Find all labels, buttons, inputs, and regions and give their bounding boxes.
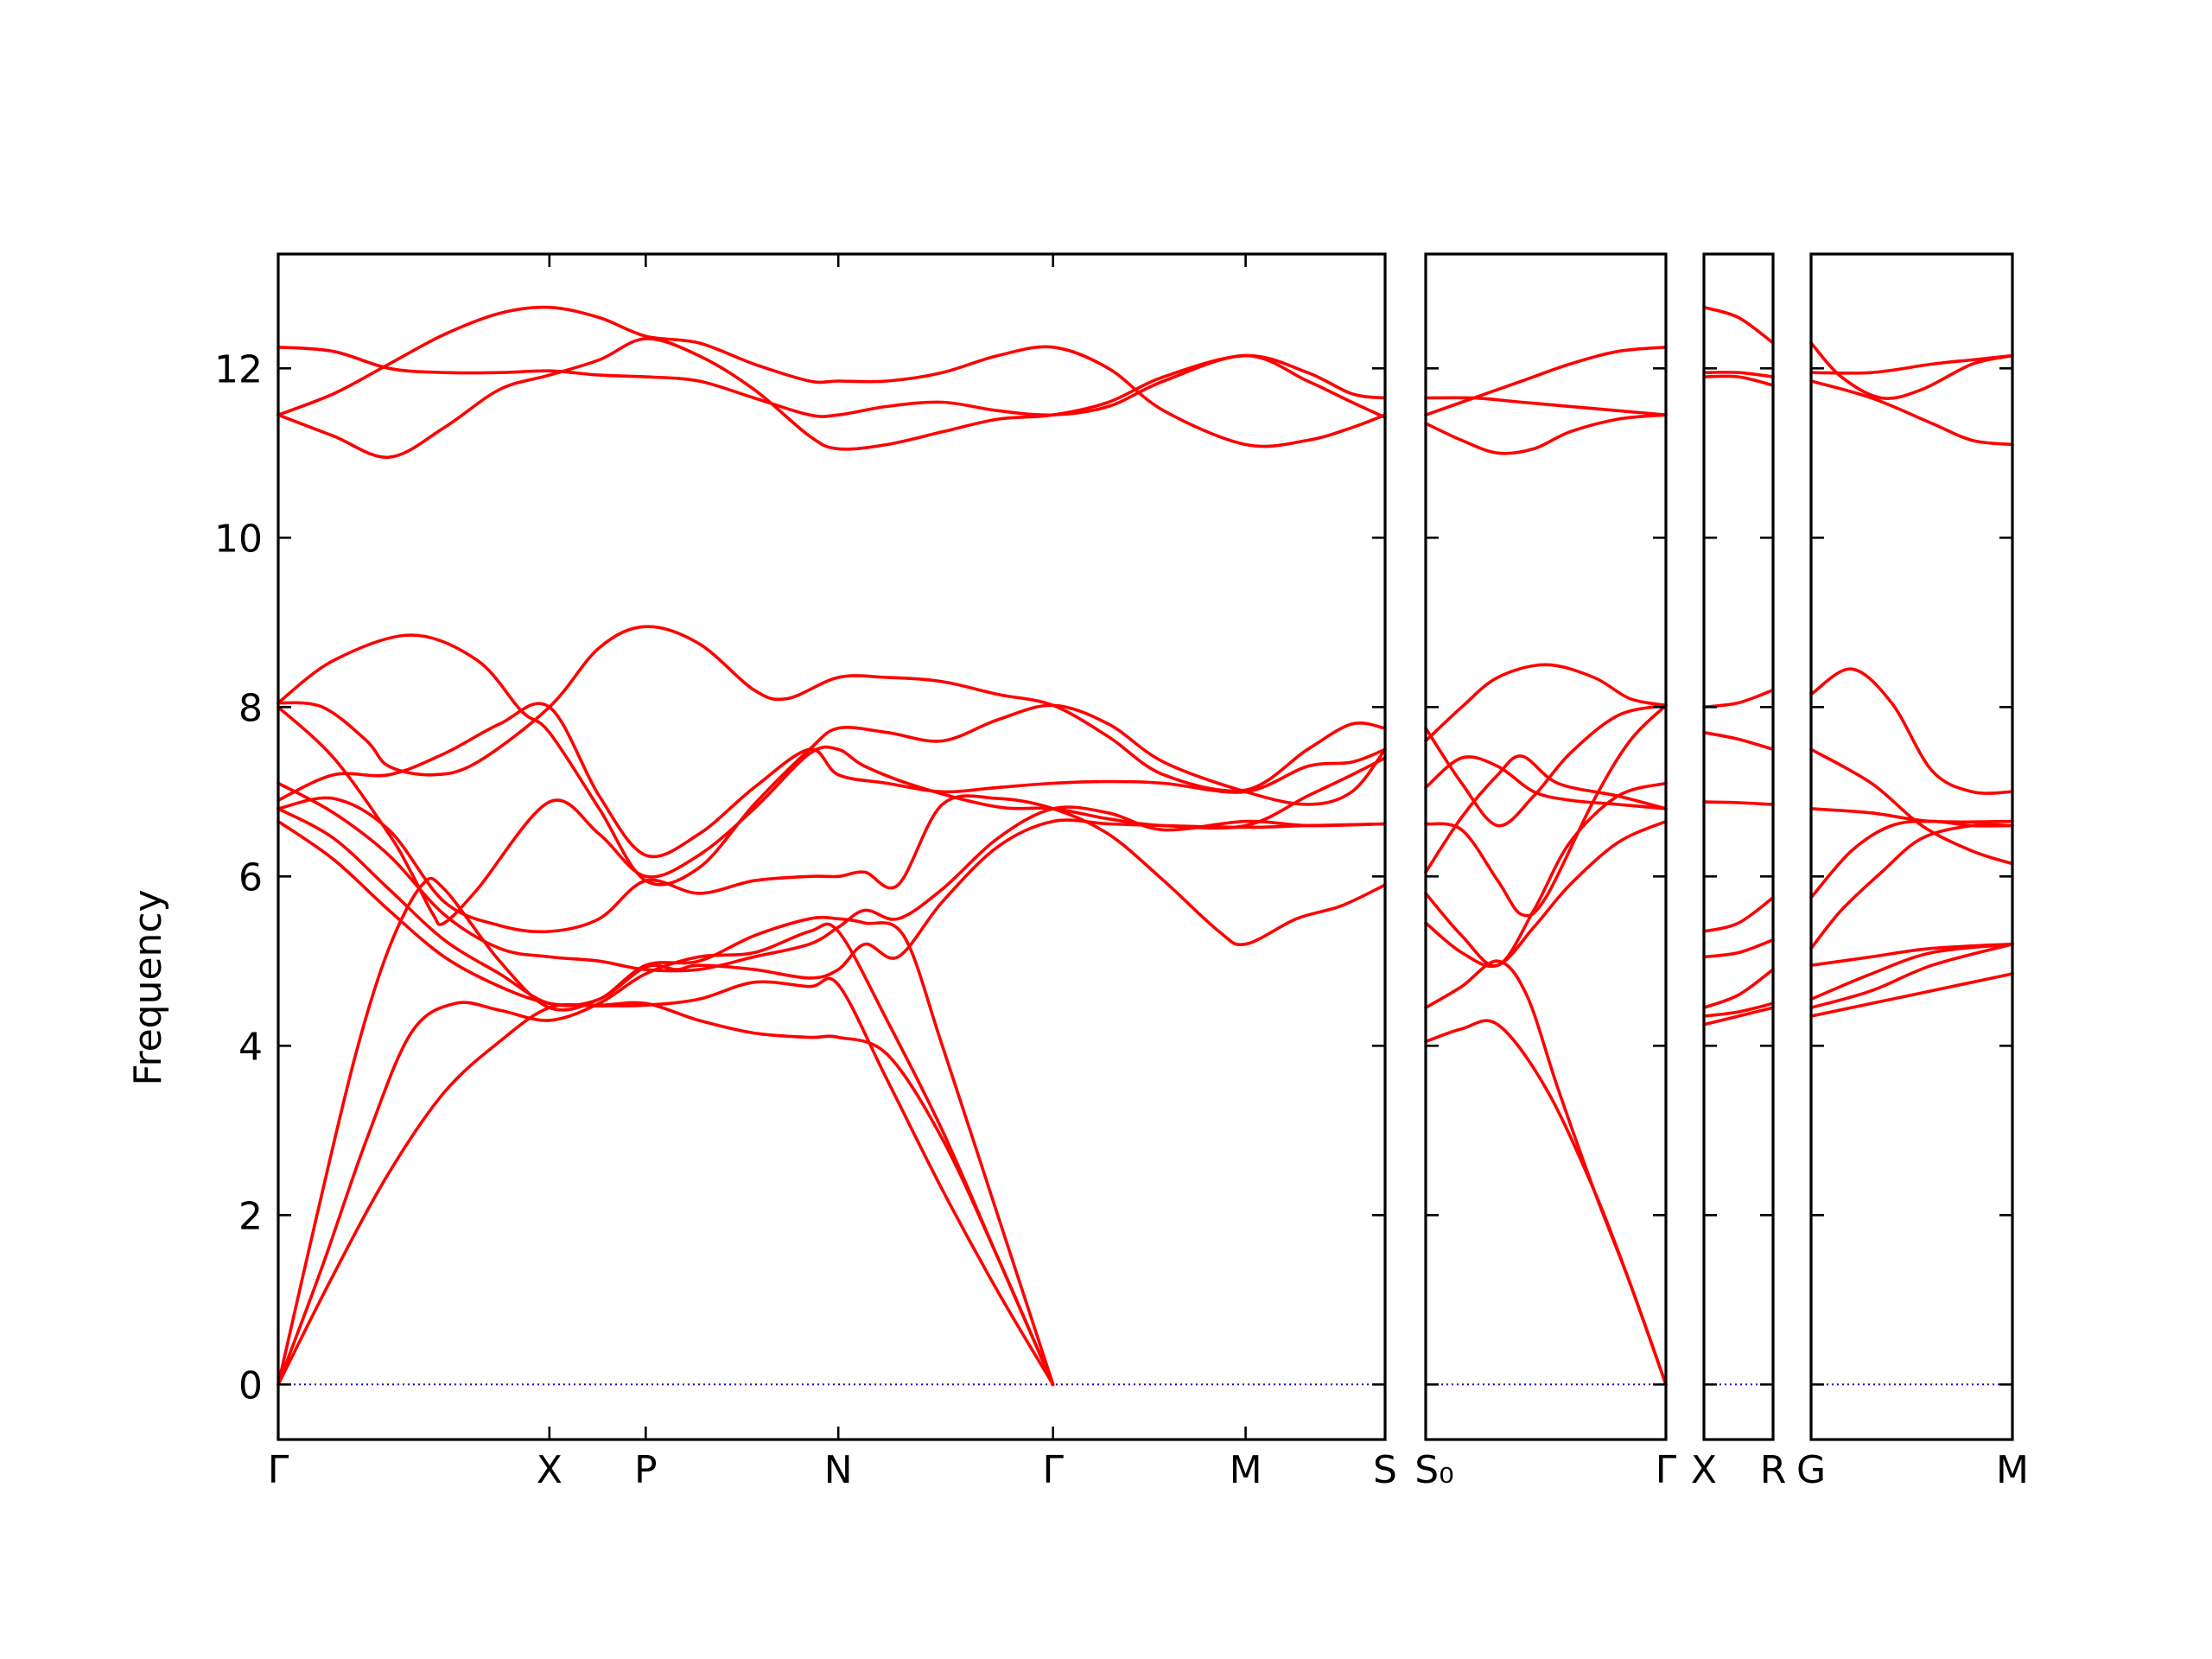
phonon-band-line [1702,730,1775,752]
phonon-band-line [1424,346,1668,416]
phonon-band-line [1702,305,1775,345]
phonon-band-line [1702,371,1775,378]
phonon-band-line [276,705,1387,926]
x-tick-label: Γ [268,1448,289,1492]
x-tick-label: Γ [1042,1448,1064,1492]
phonon-band-line [1424,819,1668,969]
y-tick-label: 10 [214,517,263,561]
phonon-band-line [1702,1001,1775,1018]
x-tick-label: X [537,1448,563,1492]
phonon-band-line [1424,413,1668,455]
phonon-band-line [1424,781,1668,968]
panel-frame [1702,252,1775,1441]
phonon-band-line [276,702,1387,859]
phonon-band-line [1809,942,2014,1009]
x-tick-label: M [1996,1448,2029,1492]
ticks-layer [276,254,2014,1440]
phonon-band-line [1809,823,2014,950]
phonon-band-line [276,807,1387,1007]
phonon-band-line [1424,754,1668,874]
phonon-band-line [276,625,1387,793]
phonon-band-line [276,819,1055,1387]
phonon-band-line [276,305,1387,448]
phonon-band-line [1809,667,2014,795]
phonon-band-line [276,346,1387,419]
phonon-band-line [1809,819,2014,899]
phonon-band-line [276,976,1055,1387]
phonon-band-line [1809,972,2014,1018]
phonon-band-line [1809,807,2014,824]
phonon-band-line [1702,968,1775,1009]
phonon-band-line [1424,959,1668,1387]
phonon-band-line [1424,703,1668,828]
phonon-band-line [276,922,1055,1387]
phonon-band-line [1702,688,1775,709]
y-axis-label: Frequency [126,889,170,1085]
y-tick-label: 0 [238,1363,263,1408]
phonon-band-line [1424,396,1668,416]
x-tick-label: P [634,1448,658,1492]
phonon-band-line [1424,1019,1668,1387]
phonon-band-line [1809,942,2014,967]
phonon-band-line [1702,896,1775,933]
frames-layer [276,252,2014,1441]
panel-frame [1424,252,1668,1441]
panel-frame [276,252,1387,1441]
y-tick-label: 4 [238,1025,263,1069]
bands-layer [276,305,2014,1387]
y-tick-label: 6 [238,855,263,899]
y-tick-label: 12 [214,347,263,391]
phonon-band-line [1424,663,1668,743]
x-tick-label: R [1760,1448,1787,1492]
phonon-band-line [276,794,1387,947]
phonon-band-line [276,781,1387,973]
x-tick-label: G [1796,1448,1826,1492]
phonon-band-line [1809,353,2014,375]
phonon-band-line [1424,703,1668,918]
panel-frame [1809,252,2014,1441]
phonon-band-line [1702,374,1775,387]
phonon-band-line [1809,341,2014,400]
phonon-band-line [1809,747,2014,866]
x-tick-label: S [1373,1448,1397,1492]
phonon-band-line [276,337,1387,460]
y-tick-label: 8 [238,686,263,730]
x-tick-label: Γ [1656,1448,1677,1492]
phonon-band-line [276,633,1387,887]
y-tick-label: 2 [238,1194,263,1238]
x-tick-label: M [1230,1448,1262,1492]
x-tick-label: N [824,1448,853,1492]
phonon-band-line [1702,1006,1775,1027]
phonon-band-line [1702,938,1775,959]
x-tick-label: X [1691,1448,1717,1492]
phonon-band-line [1702,800,1775,806]
x-tick-label: S₀ [1414,1448,1454,1492]
phonon-band-line [1424,755,1668,810]
phonon-band-line [1809,379,2014,447]
